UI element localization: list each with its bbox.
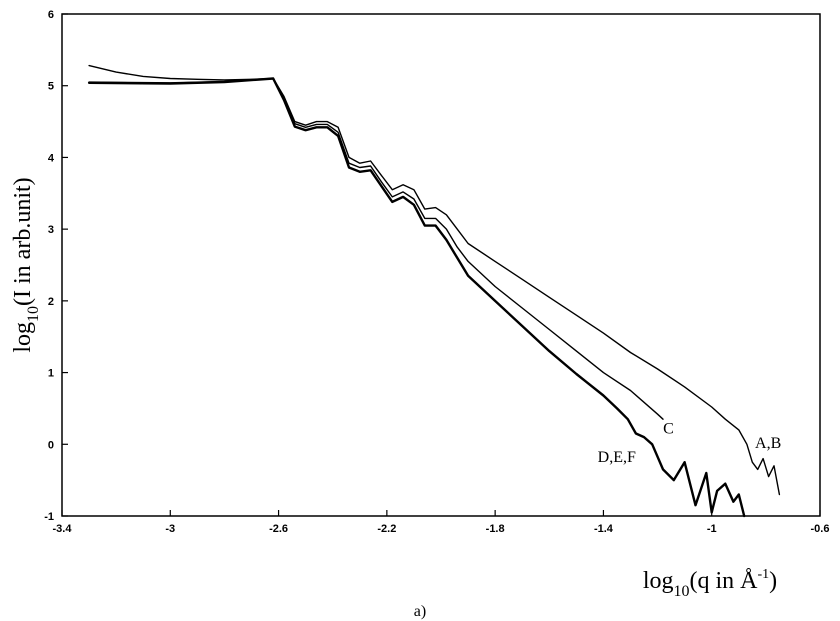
y-tick-label: 6 [48,9,54,21]
plot-frame [61,13,821,517]
y-axis-title: log10(I in arb.unit) [10,177,42,352]
x-axis-title-part: (q in Å [690,568,759,594]
x-axis-title-sup: -1 [758,567,770,582]
series-label-2: C [663,421,674,438]
x-axis-title-part: ) [769,568,777,594]
x-tick-label: -1.8 [486,523,505,535]
y-tick-label: 5 [48,81,54,93]
y-tick-label: 1 [48,368,54,380]
x-tick-label: -2.6 [269,523,288,535]
series-label-1: A,B [755,435,781,452]
series-line-3 [87,77,746,518]
ticks: -3.4 -3 -2.6 -2.2 -1.8 -1.4 -1 -0.6 -1 0 1 2 3 4 5 6 [44,9,829,535]
x-axis-title-part: log [643,568,674,594]
x-tick-label: -3 [165,523,175,535]
x-axis-title-sub: 10 [674,583,690,600]
y-axis-title-sub: 10 [25,306,42,322]
y-tick-label: 3 [48,224,54,236]
y-axis-title-part: (I in arb.unit) [10,177,36,306]
axes [61,13,821,517]
y-tick-label: -1 [44,511,54,523]
x-tick-label: -1.4 [594,523,614,535]
series-label-3: D,E,F [598,449,636,466]
series-line-2 [88,77,664,420]
x-tick-label: -3.4 [53,523,73,535]
y-tick-label: 4 [48,152,55,164]
series-line-1 [88,64,781,496]
series-lines [87,64,781,518]
x-axis-title: log10(q in Å-1) [643,567,777,600]
series-labels: A,B C D,E,F [598,421,782,467]
x-tick-label: -1 [707,523,717,535]
y-tick-label: 2 [48,296,54,308]
x-tick-label: -2.2 [377,523,396,535]
figure-caption: a) [414,603,426,620]
y-tick-label: 0 [48,439,54,451]
x-tick-label: -0.6 [811,523,830,535]
y-axis-title-part: log [10,322,36,353]
